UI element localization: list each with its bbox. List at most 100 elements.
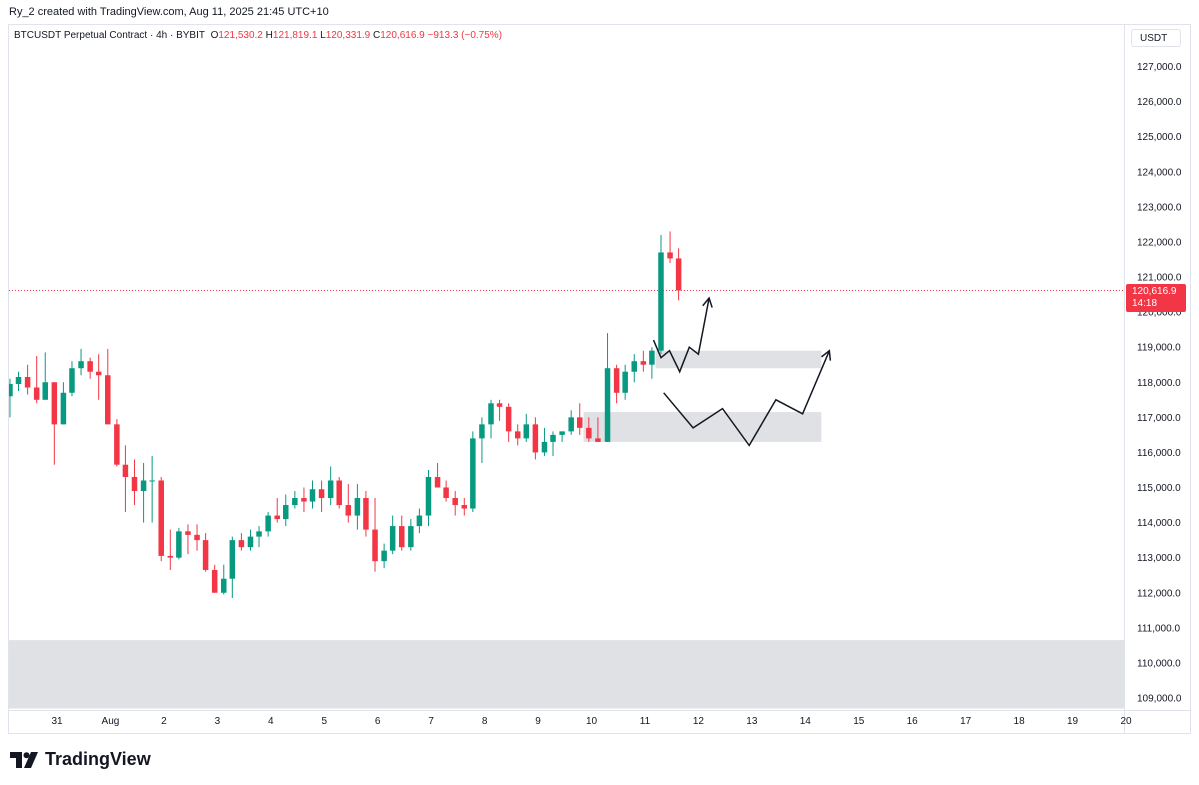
time-tick-label: 31: [51, 716, 63, 727]
symbol-title[interactable]: BTCUSDT Perpetual Contract · 4h · BYBIT: [14, 30, 205, 41]
projection-arrowhead-0: [702, 296, 713, 308]
candle-body: [42, 382, 48, 400]
ohlc-values: O121,530.2 H121,819.1 L120,331.9 C120,61…: [211, 30, 502, 41]
candle-9: [87, 357, 93, 379]
candle-body: [532, 424, 539, 453]
candle-body: [238, 540, 245, 548]
candle-11: [105, 348, 111, 425]
candle-body: [283, 505, 289, 520]
price-tick-label: 109,000.0: [1137, 694, 1182, 705]
time-tick-label: 3: [215, 716, 221, 727]
time-tick-label: 8: [482, 716, 488, 727]
candle-body: [301, 498, 307, 502]
candle-body: [434, 476, 441, 488]
candle-4: [42, 352, 48, 400]
candle-body: [354, 498, 361, 516]
candle-43: [389, 515, 396, 555]
candle-body: [202, 540, 209, 570]
candle-62: [559, 431, 565, 442]
candle-55: [496, 399, 503, 421]
candle-body: [176, 531, 182, 558]
time-tick-label: 16: [907, 716, 919, 727]
candle-57: [514, 424, 521, 446]
price-tick-label: 126,000.0: [1137, 97, 1182, 108]
time-tick-label: 5: [321, 716, 327, 727]
candle-21: [194, 524, 200, 551]
candle-body: [327, 480, 334, 499]
candle-body: [416, 515, 423, 527]
candle-73: [658, 234, 664, 355]
candle-46: [416, 508, 423, 534]
candle-60: [541, 427, 548, 456]
last-price-value: 120,616.9: [1132, 286, 1177, 297]
candle-body: [613, 368, 620, 393]
candle-32: [292, 491, 298, 509]
candle-body: [24, 376, 31, 388]
candle-26: [238, 533, 245, 551]
candle-40: [363, 491, 369, 537]
time-tick-label: 10: [586, 716, 598, 727]
candle-body: [211, 569, 218, 593]
candle-68: [613, 364, 620, 404]
price-tick-label: 121,000.0: [1137, 273, 1182, 284]
candle-body: [131, 476, 138, 492]
candle-56: [505, 403, 512, 442]
candle-74: [667, 231, 673, 263]
price-tick-label: 114,000.0: [1137, 518, 1181, 529]
candle-53: [479, 417, 485, 463]
tradingview-logo[interactable]: TradingView: [10, 749, 151, 770]
candle-35: [318, 480, 325, 513]
candle-body: [229, 540, 236, 579]
candle-25: [229, 536, 236, 599]
candle-28: [256, 526, 262, 548]
candle-65: [586, 417, 592, 442]
candle-22: [202, 533, 209, 572]
candle-5: [51, 382, 58, 465]
close-key: C: [373, 30, 381, 41]
candle-71: [640, 350, 647, 372]
price-tick-label: 116,000.0: [1137, 448, 1181, 459]
candle-58: [523, 413, 530, 442]
price-tick-label: 113,000.0: [1137, 553, 1181, 564]
plot-area: [9, 231, 1124, 709]
high-key: H: [265, 30, 273, 41]
candle-body: [78, 361, 84, 369]
candle-body: [470, 438, 476, 509]
candle-body: [185, 531, 191, 535]
candle-54: [488, 399, 494, 439]
price-tick-label: 119,000.0: [1137, 343, 1181, 354]
candle-67: [604, 333, 611, 442]
time-tick-label: 12: [693, 716, 705, 727]
candle-body: [649, 350, 655, 365]
time-tick-label: Aug: [102, 716, 120, 727]
time-tick-label: 17: [960, 716, 972, 727]
price-tick-label: 123,000.0: [1137, 202, 1182, 213]
candle-64: [576, 403, 583, 435]
price-tick-label: 110,000.0: [1137, 658, 1181, 669]
candle-body: [194, 534, 200, 541]
candle-body: [658, 252, 664, 351]
price-tick-label: 111,000.0: [1137, 623, 1180, 634]
time-tick-label: 14: [800, 716, 812, 727]
candle-body: [550, 434, 556, 442]
projection-path-0: [652, 297, 710, 374]
candle-20: [185, 524, 191, 555]
candle-19: [176, 527, 182, 560]
candle-body: [389, 526, 396, 551]
price-tick-label: 124,000.0: [1137, 167, 1182, 178]
support-zone-2: [655, 350, 822, 369]
candle-2: [24, 364, 31, 395]
candle-17: [158, 476, 164, 562]
bar-countdown: 14:18: [1132, 298, 1158, 309]
candle-42: [381, 543, 387, 569]
currency-selector[interactable]: USDT: [1131, 29, 1181, 47]
price-tick-label: 127,000.0: [1137, 62, 1182, 73]
time-tick-label: 19: [1067, 716, 1079, 727]
candle-body: [372, 529, 378, 562]
candle-body: [640, 361, 647, 365]
candle-body: [576, 417, 583, 428]
candle-66: [595, 417, 601, 442]
candle-1: [15, 371, 22, 392]
candle-body: [15, 376, 22, 385]
